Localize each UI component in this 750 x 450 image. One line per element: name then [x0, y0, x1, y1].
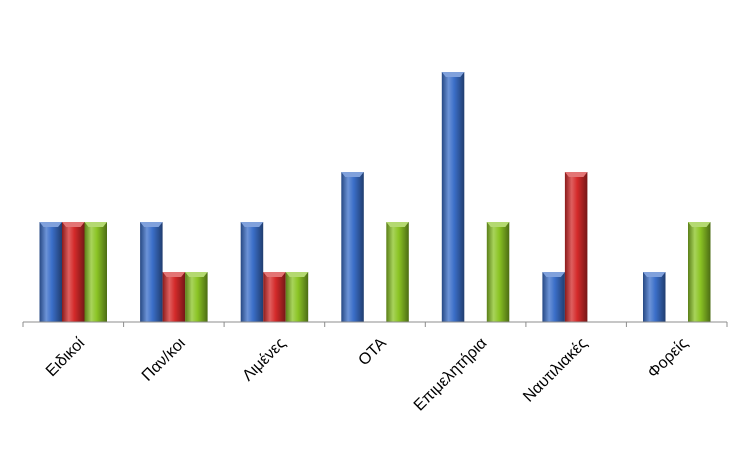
bar-1-series-1 — [39, 222, 62, 322]
x-tick-label: Επιμελητήρια — [411, 335, 491, 415]
bar-cap-6-series-2 — [564, 172, 588, 177]
bar-4-series-3 — [386, 222, 409, 322]
bar-cap-1-series-2 — [62, 222, 85, 227]
x-tick-label: Παν/κοι — [139, 334, 189, 384]
bar-4-series-1 — [341, 172, 364, 322]
bar-3-series-3 — [285, 272, 309, 322]
bar-1-series-3 — [84, 222, 107, 322]
x-axis — [22, 321, 728, 327]
bar-cap-5-series-3 — [486, 222, 510, 227]
bar-cap-1-series-3 — [84, 222, 108, 227]
x-tick-label: ΟΤΑ — [355, 335, 390, 370]
bar-6-series-2 — [564, 172, 588, 322]
bar-cap-3-series-2 — [263, 272, 286, 277]
bar-cap-2-series-2 — [162, 272, 186, 277]
x-tick-label: Φορείς — [645, 335, 692, 382]
x-tick-label: Λιμένες — [239, 335, 289, 385]
bar-cap-3-series-1 — [240, 222, 264, 227]
bar-2-series-3 — [185, 272, 208, 322]
bar-cap-4-series-1 — [341, 172, 364, 177]
bar-2-series-2 — [162, 272, 186, 322]
bar-cap-4-series-3 — [386, 222, 409, 227]
bar-cap-7-series-1 — [642, 272, 666, 277]
bar-1-series-2 — [62, 222, 85, 322]
bar-cap-6-series-1 — [542, 272, 565, 277]
bar-6-series-1 — [542, 272, 565, 322]
bar-cap-5-series-1 — [441, 72, 465, 77]
bar-cap-7-series-3 — [687, 222, 711, 227]
bar-7-series-1 — [643, 272, 666, 322]
bar-7-series-3 — [688, 222, 711, 322]
x-tick-label: Ειδικοί — [43, 334, 89, 380]
bar-5-series-1 — [441, 72, 465, 322]
bar-cap-2-series-3 — [185, 272, 208, 277]
bar-3-series-1 — [240, 222, 264, 322]
bar-cap-3-series-3 — [285, 272, 309, 277]
x-tick-labels: Ειδικοί Παν/κοι Λιμένες ΟΤΑ Επιμελητήρια Ναυτ… — [43, 334, 692, 414]
bars-group — [39, 72, 711, 322]
x-tick-label: Ναυτιλιακές — [520, 335, 591, 406]
bar-3-series-2 — [263, 272, 286, 322]
bar-5-series-3 — [486, 222, 510, 322]
bar-cap-2-series-1 — [140, 222, 163, 227]
bar-2-series-1 — [140, 222, 163, 322]
bar-cap-1-series-1 — [39, 222, 63, 227]
